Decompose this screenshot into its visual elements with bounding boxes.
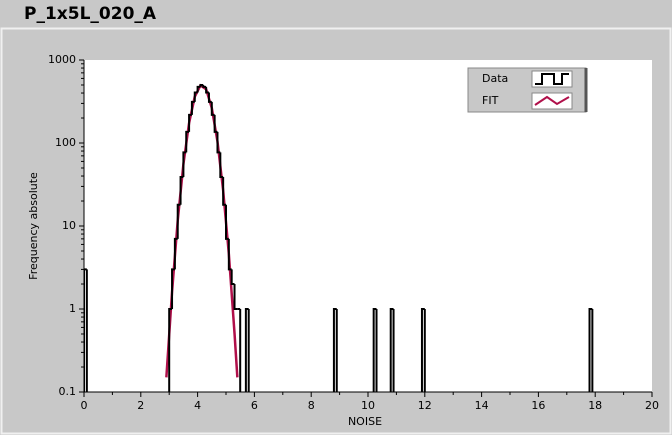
- x-tick-label: 20: [645, 399, 659, 412]
- legend-swatch: [534, 95, 570, 106]
- y-tick-label: 100: [55, 136, 76, 149]
- x-tick-label: 10: [361, 399, 375, 412]
- data-step: [591, 309, 594, 392]
- data-step: [239, 309, 242, 392]
- plot-marks: [84, 83, 594, 392]
- x-tick-label: 2: [137, 399, 144, 412]
- y-axis-label: Frequency absolute: [27, 172, 40, 280]
- x-tick-label: 4: [194, 399, 201, 412]
- x-tick-label: 14: [475, 399, 489, 412]
- legend-label: FIT: [482, 94, 499, 107]
- data-step: [233, 284, 238, 310]
- legend-swatch: [535, 73, 569, 85]
- y-tick-label: 10: [62, 219, 76, 232]
- y-tick-label: 1000: [48, 53, 76, 66]
- data-step: [392, 309, 395, 392]
- data-step: [423, 309, 426, 392]
- data-step: [213, 114, 218, 133]
- y-tick-label: 0.1: [59, 385, 77, 398]
- x-tick-label: 0: [81, 399, 88, 412]
- x-tick-label: 8: [308, 399, 315, 412]
- data-step: [247, 309, 250, 392]
- legend: Data FIT: [467, 67, 588, 113]
- data-step: [222, 176, 226, 206]
- chart-title: P_1x5L_020_A: [24, 4, 157, 24]
- data-step: [85, 269, 88, 392]
- x-tick-label: 16: [531, 399, 545, 412]
- x-tick-label: 6: [251, 399, 258, 412]
- data-step: [171, 268, 175, 309]
- data-step: [216, 131, 221, 154]
- data-step: [173, 237, 178, 270]
- data-step: [230, 269, 235, 286]
- x-tick-label: 12: [418, 399, 432, 412]
- data-step: [205, 86, 209, 94]
- data-step: [335, 309, 338, 392]
- data-step: [179, 175, 184, 205]
- legend-label: Data: [482, 72, 508, 85]
- data-step: [375, 309, 378, 392]
- x-tick-label: 18: [588, 399, 602, 412]
- title-bar: [0, 0, 672, 28]
- data-step: [210, 101, 215, 116]
- y-tick-label: 1: [69, 302, 76, 315]
- x-axis-label: NOISE: [348, 415, 382, 428]
- data-step: [190, 100, 195, 115]
